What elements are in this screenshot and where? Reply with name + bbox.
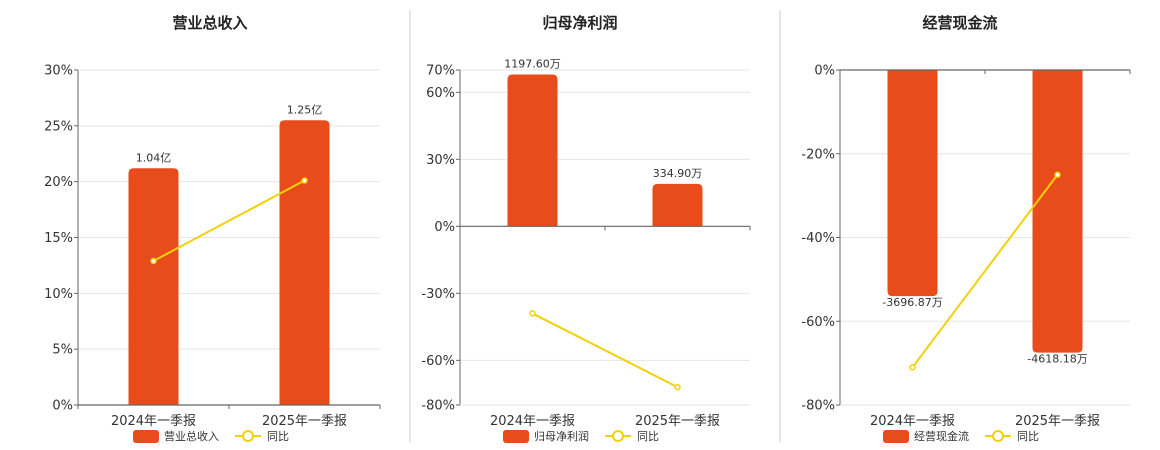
- x-tick-label: 2024年一季报: [111, 414, 196, 429]
- chart-title: 营业总收入: [172, 14, 247, 32]
- bar-data-label: -4618.18万: [1027, 353, 1087, 366]
- bar-data-label: -3696.87万: [882, 296, 942, 309]
- y-tick-label: -80%: [421, 399, 455, 414]
- bar-data-label: 1197.60万: [504, 57, 561, 70]
- x-tick-label: 2025年一季报: [262, 414, 347, 429]
- chart-title: 归母净利润: [542, 14, 617, 32]
- bar-data-label: 334.90万: [653, 167, 703, 180]
- line-point: [150, 257, 157, 265]
- x-tick-label: 2024年一季报: [490, 414, 575, 429]
- bar-data-label: 1.25亿: [287, 103, 323, 116]
- legend-swatch-bar: [883, 430, 909, 443]
- line-series: [153, 179, 305, 262]
- y-tick-label: -40%: [801, 231, 835, 246]
- y-tick-label: -20%: [801, 147, 835, 162]
- bar-data-label: 1.04亿: [136, 151, 172, 164]
- legend-label-line: 同比: [267, 430, 289, 443]
- y-tick-label: 25%: [44, 119, 73, 134]
- chart-panel: 营业总收入 0% 5% 10% 15% 20% 25% 30% 1.04亿 1.25亿 2024年一…: [44, 14, 381, 443]
- legend-label-line: 同比: [637, 430, 659, 443]
- x-tick-label: 2025年一季报: [635, 414, 720, 429]
- bar: [128, 168, 179, 405]
- chart-panel: 归母净利润 -80% -60% -30% 0% 30% 60% 70% 1197.60万 334.…: [421, 14, 751, 443]
- legend-swatch-marker: [242, 430, 254, 442]
- line-point: [909, 364, 916, 371]
- y-tick-label: 30%: [44, 64, 73, 79]
- y-tick-label: -60%: [421, 354, 455, 369]
- y-tick-label: 30%: [426, 153, 455, 168]
- y-tick-label: -60%: [801, 315, 835, 330]
- bar: [1032, 70, 1083, 353]
- legend-swatch-marker: [612, 430, 624, 442]
- legend-swatch-bar: [133, 430, 159, 443]
- y-tick-label: 15%: [44, 231, 73, 246]
- bar: [279, 120, 330, 405]
- y-tick-label: 0%: [434, 220, 455, 235]
- line-point: [1054, 171, 1061, 178]
- x-tick-label: 2025年一季报: [1015, 414, 1100, 429]
- y-tick-label: 10%: [44, 287, 73, 302]
- chart-title: 经营现金流: [922, 14, 997, 32]
- bar: [507, 74, 558, 227]
- legend-label-line: 同比: [1017, 430, 1039, 443]
- y-tick-label: -30%: [421, 287, 455, 302]
- y-tick-label: 20%: [44, 175, 73, 190]
- y-tick-label: 5%: [52, 343, 73, 358]
- bar: [887, 70, 938, 297]
- y-tick-label: 60%: [426, 86, 455, 101]
- bar: [652, 183, 703, 227]
- x-tick-label: 2024年一季报: [870, 414, 955, 429]
- y-tick-label: -80%: [801, 399, 835, 414]
- line-series: [911, 174, 1059, 368]
- legend-label-bar: 营业总收入: [164, 429, 219, 443]
- line-point: [529, 310, 536, 317]
- y-tick-label: 0%: [52, 399, 73, 414]
- legend-swatch-bar: [503, 430, 529, 443]
- chart-panel: 经营现金流 -80% -60% -40% -20% 0% -3696.87万 -4618.18…: [801, 14, 1131, 443]
- line-point: [301, 177, 308, 184]
- legend-label-bar: 归母净利润: [534, 429, 589, 443]
- legend-swatch-marker: [992, 430, 1004, 442]
- y-tick-label: 70%: [426, 64, 455, 79]
- legend-label-bar: 经营现金流: [914, 429, 969, 443]
- line-point: [674, 383, 681, 391]
- y-tick-label: 0%: [814, 64, 835, 79]
- line-series: [532, 312, 678, 389]
